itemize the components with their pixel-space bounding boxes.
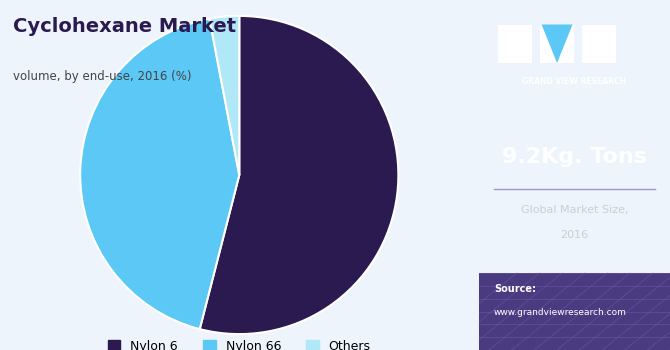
Text: www.grandviewresearch.com: www.grandviewresearch.com xyxy=(494,308,626,317)
Text: Source:: Source: xyxy=(494,284,536,294)
Legend: Nylon 6, Nylon 66, Others: Nylon 6, Nylon 66, Others xyxy=(103,335,376,350)
Text: 2016: 2016 xyxy=(560,230,588,239)
Wedge shape xyxy=(80,19,239,329)
Text: volume, by end-use, 2016 (%): volume, by end-use, 2016 (%) xyxy=(13,70,192,83)
Text: GRAND VIEW RESEARCH: GRAND VIEW RESEARCH xyxy=(522,77,626,86)
Text: Global Market Size,: Global Market Size, xyxy=(521,205,628,215)
Text: 9.2Kg. Tons: 9.2Kg. Tons xyxy=(502,147,647,168)
FancyBboxPatch shape xyxy=(498,25,532,63)
Wedge shape xyxy=(210,16,239,175)
FancyBboxPatch shape xyxy=(478,273,670,350)
FancyBboxPatch shape xyxy=(582,25,616,63)
Wedge shape xyxy=(200,16,399,334)
FancyBboxPatch shape xyxy=(540,25,574,63)
Text: Cyclohexane Market: Cyclohexane Market xyxy=(13,18,237,36)
Polygon shape xyxy=(541,25,573,63)
